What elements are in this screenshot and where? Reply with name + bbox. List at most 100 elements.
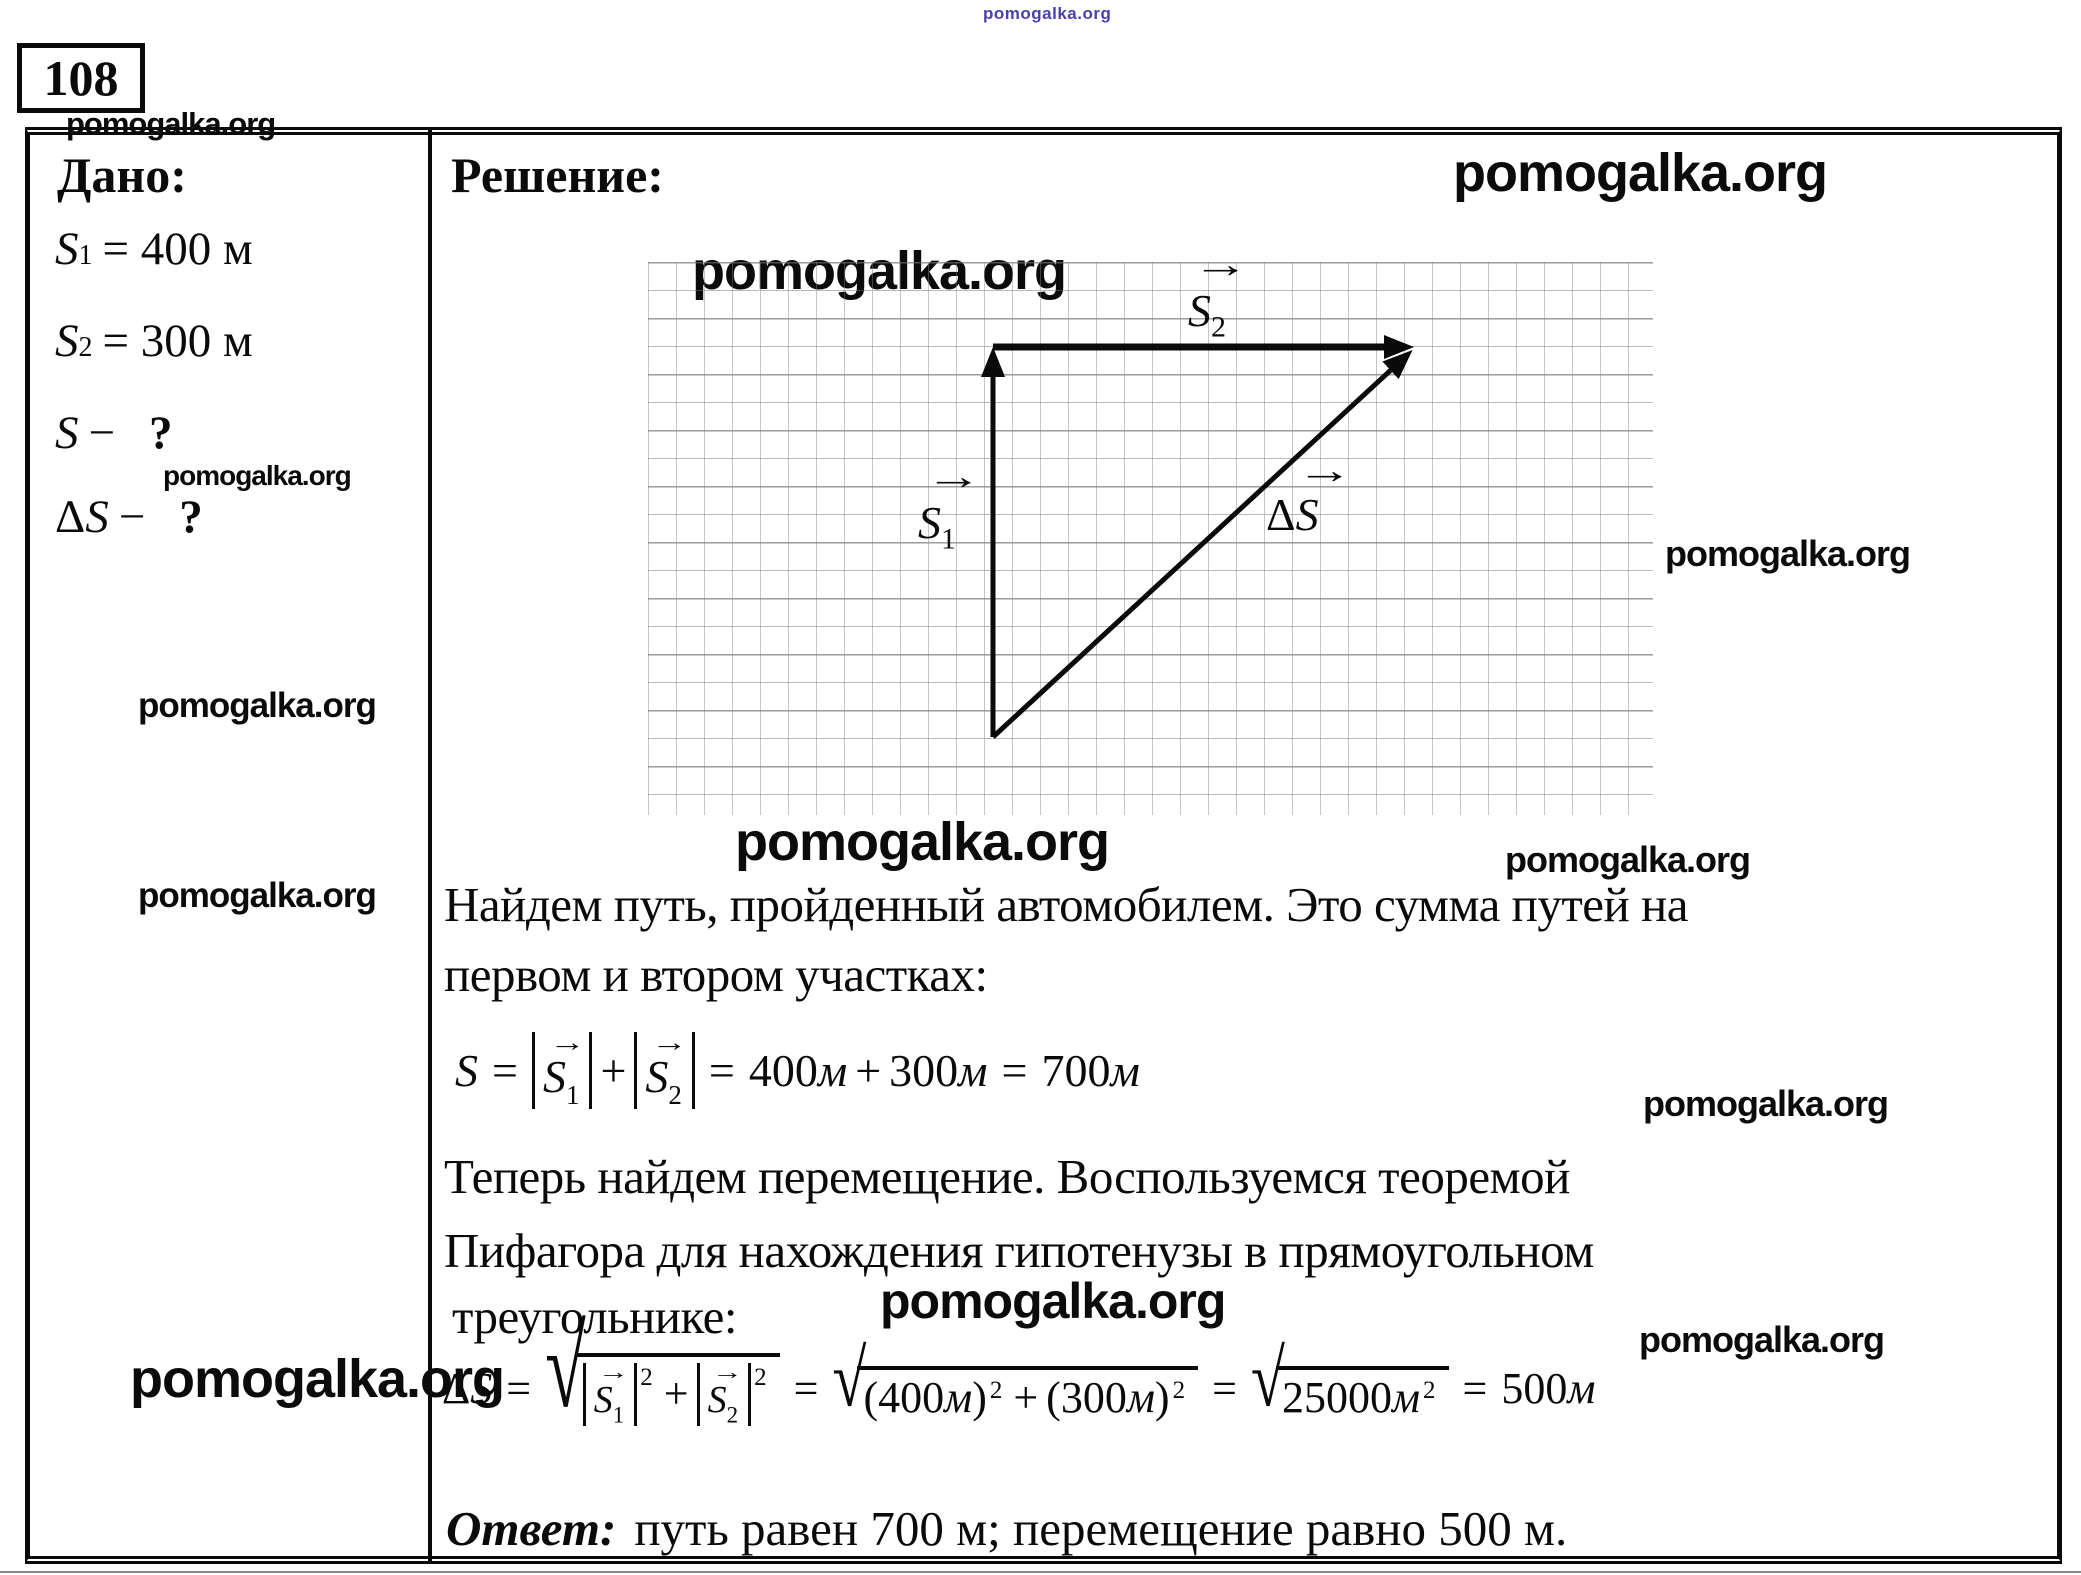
f1-vec-s1: → S1 (541, 1028, 586, 1111)
f1-eq2: = (708, 1044, 735, 1096)
paragraph1-line2: первом и втором участках: (444, 947, 988, 1002)
given-row-s: S −? (55, 410, 173, 457)
given-s-q: ? (149, 407, 173, 459)
f2-plus2: + (1013, 1373, 1039, 1422)
s2-label-base: S (1188, 285, 1211, 336)
f2-sq2-pow1: 2 (989, 1377, 1003, 1404)
f2-vec-s1-base: S (593, 1378, 613, 1421)
s2-label: S2 (1188, 288, 1226, 343)
watermark-top-left: pomogalka.org (66, 106, 276, 141)
f1-unit3: м (1110, 1044, 1140, 1096)
f1-vec-s2: → S2 (643, 1028, 688, 1111)
f2-eq4: = (1462, 1364, 1488, 1413)
given-row-s1: S 1 = 400 м (55, 226, 287, 273)
f2-vec-s2: → S2 (706, 1358, 743, 1427)
f2-abs-s2: → S2 (696, 1358, 752, 1427)
watermark-top-right: pomogalka.org (1453, 143, 1828, 203)
f2-vec-s2-sub: 2 (726, 1402, 739, 1427)
watermark-mid-right: pomogalka.org (1665, 533, 1911, 574)
f2-sq1-pow2: 2 (754, 1363, 767, 1391)
f2-v1: 400 (878, 1373, 945, 1422)
watermark-right-3: pomogalka.org (1643, 1083, 1889, 1124)
path-formula: S = → S1 + → S2 = 400 м + 300 м = 700 м (455, 1028, 1140, 1111)
s1-label: S1 (918, 500, 956, 555)
f1-vec-s1-sub: 1 (565, 1080, 580, 1111)
vector-triangle-figure (981, 335, 1414, 739)
f2-vec-s1-sub: 1 (612, 1402, 625, 1427)
given-s1-symbol: S (55, 223, 79, 275)
f2-result: 500 (1501, 1364, 1568, 1413)
f1-unit2: м (958, 1044, 988, 1096)
f2-sq2-pow2: 2 (1172, 1377, 1186, 1404)
given-row-ds: Δ S −? (55, 494, 203, 541)
content-frame (25, 127, 2062, 1564)
f2-sq3-pow: 2 (1423, 1377, 1436, 1404)
given-s2-sub: 2 (78, 332, 93, 363)
answer-text: путь равен 700 м; перемещение равно 500 … (634, 1501, 1568, 1556)
f1-unit1: м (817, 1044, 848, 1096)
f1-vec-s2-arrow: → (651, 1028, 688, 1057)
f2-vec-s1-arrow: → (597, 1358, 629, 1384)
f1-plus2: + (855, 1044, 882, 1096)
f2-eq1: = (506, 1364, 532, 1413)
given-ds-dash: − (118, 491, 146, 543)
f2-unit2: м (1126, 1373, 1155, 1422)
f2-rp2: ) (1154, 1373, 1170, 1422)
f2-lp2: ( (1046, 1373, 1061, 1422)
given-title: Дано: (57, 147, 187, 203)
f1-vec-s2-base: S (645, 1051, 669, 1102)
given-s2-symbol: S (55, 315, 79, 367)
watermark-bottom-left: pomogalka.org (130, 1349, 505, 1409)
given-ds-prefix: Δ (55, 491, 86, 543)
ds-label: ΔS (1266, 492, 1319, 538)
f1-eq3: = (1001, 1044, 1028, 1096)
watermark-given-small: pomogalka.org (163, 460, 352, 491)
f2-radical1: √ (545, 1305, 586, 1433)
f1-result: 700 (1041, 1044, 1111, 1096)
f2-vsum: 25000 (1281, 1373, 1392, 1422)
f1-abs-s1: → S1 (531, 1028, 593, 1111)
watermark-below-diagram: pomogalka.org (735, 812, 1110, 872)
f2-sqrt1: √ → S1 2 + → S2 2 (545, 1311, 780, 1427)
watermark-mid-bold: pomogalka.org (880, 1273, 1226, 1329)
paragraph2-line3: треугольнике: (452, 1289, 737, 1344)
f2-sqrt3: √ 25000 м 2 (1251, 1339, 1449, 1422)
problem-number: 108 (43, 50, 119, 106)
f2-radical3: √ (1250, 1335, 1285, 1424)
f2-lhs-prefix: Δ (442, 1364, 471, 1413)
f2-sqrt2-body: (400 м) 2 + (300 м) 2 (857, 1366, 1199, 1422)
given-s-symbol: S (55, 407, 79, 459)
f2-vec-s2-base: S (707, 1378, 727, 1421)
f2-sqrt1-body: → S1 2 + → S2 2 (576, 1352, 780, 1427)
f2-lhs-base: S (470, 1364, 493, 1413)
f1-v2: 300 (889, 1044, 959, 1096)
ds-vector-arrow: → (1296, 450, 1353, 492)
given-s-dash: − (88, 407, 116, 459)
f2-vec-s2-arrow: → (711, 1358, 743, 1384)
f1-vec-s1-base: S (542, 1051, 566, 1102)
f2-vec-s1: → S1 (592, 1358, 629, 1427)
s2-label-sub: 2 (1211, 310, 1226, 344)
f2-radical2: √ (832, 1335, 867, 1424)
ds-label-base: S (1295, 489, 1319, 540)
paragraph1-line1: Найдем путь, пройденный автомобилем. Это… (444, 877, 1688, 932)
f1-vec-s2-sub: 2 (668, 1080, 682, 1111)
f2-lp1: ( (863, 1373, 879, 1422)
f2-rp1: ) (972, 1373, 987, 1422)
given-ds-symbol: S (85, 491, 109, 543)
s2-vector-arrow: → (1192, 244, 1249, 286)
f1-lhs: S (455, 1044, 478, 1096)
given-row-s2: S 2 = 300 м (55, 318, 287, 365)
ds-label-prefix: Δ (1266, 489, 1296, 540)
f2-sqrt2: √ (400 м) 2 + (300 м) 2 (832, 1339, 1199, 1422)
f2-sqrt3-body: 25000 м 2 (1275, 1366, 1449, 1422)
f1-vec-s1-arrow: → (548, 1028, 586, 1057)
f2-unit1: м (944, 1373, 973, 1422)
f2-plus1: + (663, 1369, 689, 1419)
paragraph2-line2: Пифагора для нахождения гипотенузы в пря… (444, 1223, 1594, 1278)
vector-ds-line (991, 350, 1413, 739)
watermark-right-4: pomogalka.org (1639, 1319, 1885, 1360)
s1-label-base: S (918, 497, 941, 548)
